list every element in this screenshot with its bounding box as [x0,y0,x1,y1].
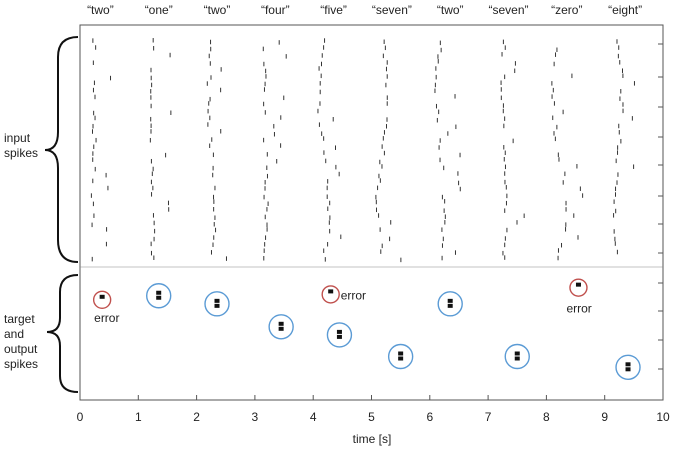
x-tick-label: 8 [543,410,550,424]
output-spike-mark [156,295,162,300]
y-ticks [658,43,663,370]
output-spike-mark [447,303,453,308]
correct-output-circle [146,283,172,309]
correct-output-circle [326,322,353,348]
error-output-circle [321,285,340,304]
word-label: “two” [437,3,464,17]
input-spikes-label: input spikes [4,131,38,160]
output-spike-mark [398,356,404,361]
word-label: “four” [261,3,290,17]
x-tick-label: 2 [193,410,200,424]
x-tick-label: 5 [368,410,375,424]
target-spike-mark [514,351,520,356]
x-tick-label: 7 [485,410,492,424]
input-brace [44,36,79,263]
output-spike-mark [625,367,631,372]
word-label: “seven” [372,3,412,17]
output-brace [46,274,79,393]
word-label: “seven” [488,3,528,17]
output-spike-mark [278,326,284,331]
x-tick-label: 9 [601,410,608,424]
word-label: “five” [320,3,347,17]
x-tick-label: 3 [252,410,259,424]
target-spike-mark [398,351,404,356]
correct-output-circle [268,314,294,340]
error-label: error [94,311,119,325]
target-spike-mark [214,298,220,303]
word-label: “eight” [608,3,642,17]
target-spike-mark [625,362,631,367]
target-spike-mark [328,289,334,294]
input-spike-raster [90,38,635,263]
output-spike-mark [514,356,520,361]
correct-output-circle [437,291,463,317]
x-tick-label: 1 [135,410,142,424]
x-tick-label: 4 [310,410,317,424]
word-label: “zero” [551,3,582,17]
error-output-circle [92,290,112,309]
x-axis-label: time [s] [353,432,392,446]
target-spike-mark [156,290,162,295]
word-label: “two” [87,3,114,17]
word-label: “two” [204,3,231,17]
x-tick-label: 10 [656,410,670,424]
correct-output-circle [204,291,230,317]
error-output-circle [569,278,588,297]
target-spike-mark [336,329,342,334]
output-spike-mark [214,303,220,308]
target-spike-mark [447,298,453,303]
output-spike-mark [336,334,342,339]
error-label: error [341,288,366,302]
word-labels: “two” “one” “two” “four” “five” “seven” “two” “… [87,3,642,17]
target-spike-mark [575,282,581,287]
correct-output-circle [615,354,641,380]
target-spike-mark [278,321,284,326]
output-spikes: error error error [92,278,641,380]
target-spike-mark [99,294,105,299]
error-label: error [566,302,591,316]
plot-frame [79,24,664,401]
word-label: “one” [145,3,173,17]
x-tick-label: 0 [77,410,84,424]
correct-output-circle [504,343,530,370]
target-output-spikes-label: target and output spikes [4,312,38,371]
correct-output-circle [387,343,414,370]
x-tick-label: 6 [426,410,433,424]
x-axis: 0 1 2 3 4 5 6 7 8 9 10 [77,395,670,424]
